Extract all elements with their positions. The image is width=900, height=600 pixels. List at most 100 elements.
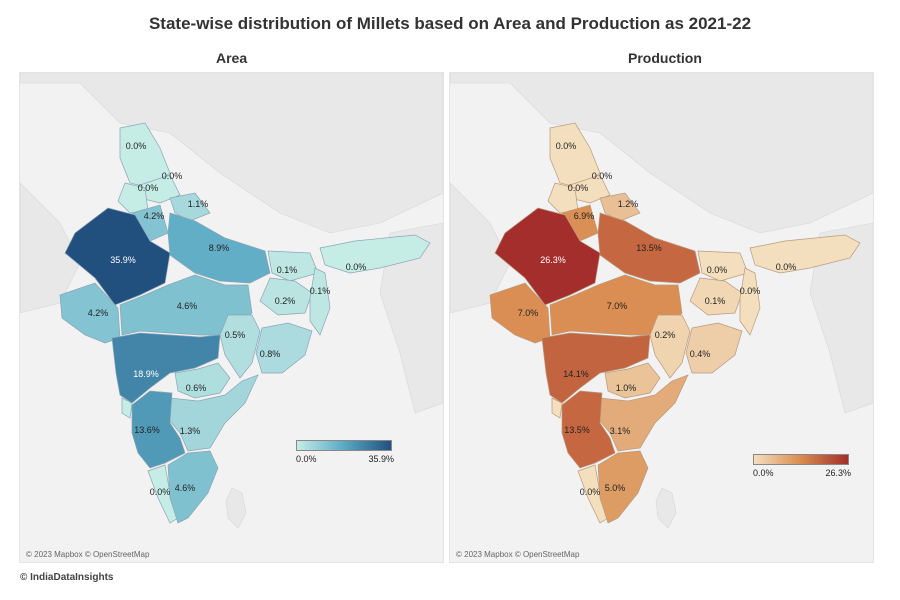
state-karnataka <box>131 390 186 469</box>
label-bihar: 0.1% <box>277 265 298 275</box>
label-west-bengal: 0.2% <box>275 296 296 306</box>
label-chhattisgarh: 0.5% <box>225 330 246 340</box>
label-telangana: 1.0% <box>616 383 637 393</box>
state-madhya-pradesh <box>119 274 253 336</box>
label-kerala: 0.0% <box>580 487 601 497</box>
label-uttar-pradesh: 13.5% <box>636 243 662 253</box>
production-legend-gradient <box>753 454 849 465</box>
state-bihar <box>697 250 749 282</box>
label-west-bengal: 0.1% <box>705 296 726 306</box>
production-panel-title: Production <box>628 50 702 66</box>
state-odisha <box>255 322 313 374</box>
state-northeast <box>749 234 861 274</box>
neighbor-land <box>809 222 873 414</box>
sri-lanka <box>655 487 677 529</box>
label-karnataka: 13.5% <box>564 425 590 435</box>
neighbor-land <box>450 73 873 234</box>
label-haryana: 6.9% <box>574 211 595 221</box>
label-jammu-kashmir: 0.0% <box>126 141 147 151</box>
label-tamil-nadu: 4.6% <box>175 483 196 493</box>
label-gujarat: 4.2% <box>88 308 109 318</box>
label-haryana: 4.2% <box>144 211 165 221</box>
neighbor-land <box>20 73 443 234</box>
area-legend-gradient <box>296 440 392 451</box>
state-madhya-pradesh <box>549 274 683 336</box>
state-telangana <box>604 362 661 399</box>
production-legend-min: 0.0% <box>753 468 774 478</box>
label-uttarakhand: 1.2% <box>618 199 639 209</box>
label-kerala: 0.0% <box>150 487 171 497</box>
state-maharashtra <box>541 332 651 404</box>
label-tamil-nadu: 5.0% <box>605 483 626 493</box>
label-karnataka: 13.6% <box>134 425 160 435</box>
state-goa <box>551 397 563 419</box>
label-gujarat: 7.0% <box>518 308 539 318</box>
state-northeast <box>319 234 431 274</box>
label-telangana: 0.6% <box>186 383 207 393</box>
chart-title: State-wise distribution of Millets based… <box>148 14 752 33</box>
production-legend-max: 26.3% <box>825 468 851 478</box>
state-maharashtra <box>111 332 221 404</box>
state-uttarakhand <box>169 192 211 222</box>
sri-lanka <box>225 487 247 529</box>
state-rajasthan <box>494 207 601 306</box>
area-legend: 0.0% 35.9% <box>296 440 394 468</box>
label-odisha: 0.4% <box>690 349 711 359</box>
label-maharashtra: 18.9% <box>133 369 159 379</box>
state-rajasthan <box>64 207 171 306</box>
state-west-bengal <box>309 267 331 336</box>
state-telangana <box>174 362 231 399</box>
area-panel-title: Area <box>216 50 248 66</box>
label-rajasthan: 26.3% <box>540 255 566 265</box>
state-tamil-nadu <box>597 450 649 524</box>
state-tamil-nadu <box>167 450 219 524</box>
state-chhattisgarh <box>219 314 261 379</box>
label-andhra: 3.1% <box>610 426 631 436</box>
label-maharashtra: 14.1% <box>563 369 589 379</box>
neighbor-land <box>379 222 443 414</box>
state-bihar <box>267 250 319 282</box>
label-jharkhand: 0.1% <box>310 286 331 296</box>
label-northeast: 0.0% <box>776 262 797 272</box>
state-andhra <box>169 374 259 452</box>
footer-credit: © IndiaDataInsights <box>20 572 114 583</box>
label-jammu-kashmir: 0.0% <box>556 141 577 151</box>
area-legend-max: 35.9% <box>368 454 394 464</box>
label-himachal: 0.0% <box>162 171 183 181</box>
production-map-panel[interactable]: 0.0% 0.0% 0.0% 1.2% 6.9% 26.3% 13.5% 0.0… <box>449 72 874 563</box>
state-uttar-pradesh <box>167 212 271 284</box>
area-map-panel[interactable]: 0.0% 0.0% 0.0% 1.1% 4.2% 35.9% 8.9% 0.1%… <box>19 72 444 563</box>
production-attribution[interactable]: © 2023 Mapbox © OpenStreetMap <box>456 550 580 559</box>
state-chhattisgarh <box>649 314 691 379</box>
production-legend: 0.0% 26.3% <box>753 454 851 482</box>
label-punjab: 0.0% <box>138 183 159 193</box>
label-madhya-pradesh: 7.0% <box>607 301 628 311</box>
state-west-bengal <box>739 267 761 336</box>
state-jharkhand <box>689 277 743 316</box>
state-andhra <box>599 374 689 452</box>
label-chhattisgarh: 0.2% <box>655 330 676 340</box>
state-karnataka <box>561 390 616 469</box>
label-rajasthan: 35.9% <box>110 255 136 265</box>
neighbor-land <box>20 182 81 314</box>
label-odisha: 0.8% <box>260 349 281 359</box>
state-jharkhand <box>259 277 313 316</box>
label-himachal: 0.0% <box>592 171 613 181</box>
label-punjab: 0.0% <box>568 183 589 193</box>
label-andhra: 1.3% <box>180 426 201 436</box>
label-northeast: 0.0% <box>346 262 367 272</box>
label-bihar: 0.0% <box>707 265 728 275</box>
production-map: 0.0% 0.0% 0.0% 1.2% 6.9% 26.3% 13.5% 0.0… <box>450 73 873 529</box>
state-uttar-pradesh <box>597 212 701 284</box>
label-uttar-pradesh: 8.9% <box>209 243 230 253</box>
label-jharkhand: 0.0% <box>740 286 761 296</box>
label-madhya-pradesh: 4.6% <box>177 301 198 311</box>
area-attribution[interactable]: © 2023 Mapbox © OpenStreetMap <box>26 550 150 559</box>
state-uttarakhand <box>599 192 641 222</box>
area-legend-min: 0.0% <box>296 454 317 464</box>
neighbor-land <box>450 182 511 314</box>
area-map: 0.0% 0.0% 0.0% 1.1% 4.2% 35.9% 8.9% 0.1%… <box>20 73 443 529</box>
label-uttarakhand: 1.1% <box>188 199 209 209</box>
state-goa <box>121 397 133 419</box>
state-odisha <box>685 322 743 374</box>
